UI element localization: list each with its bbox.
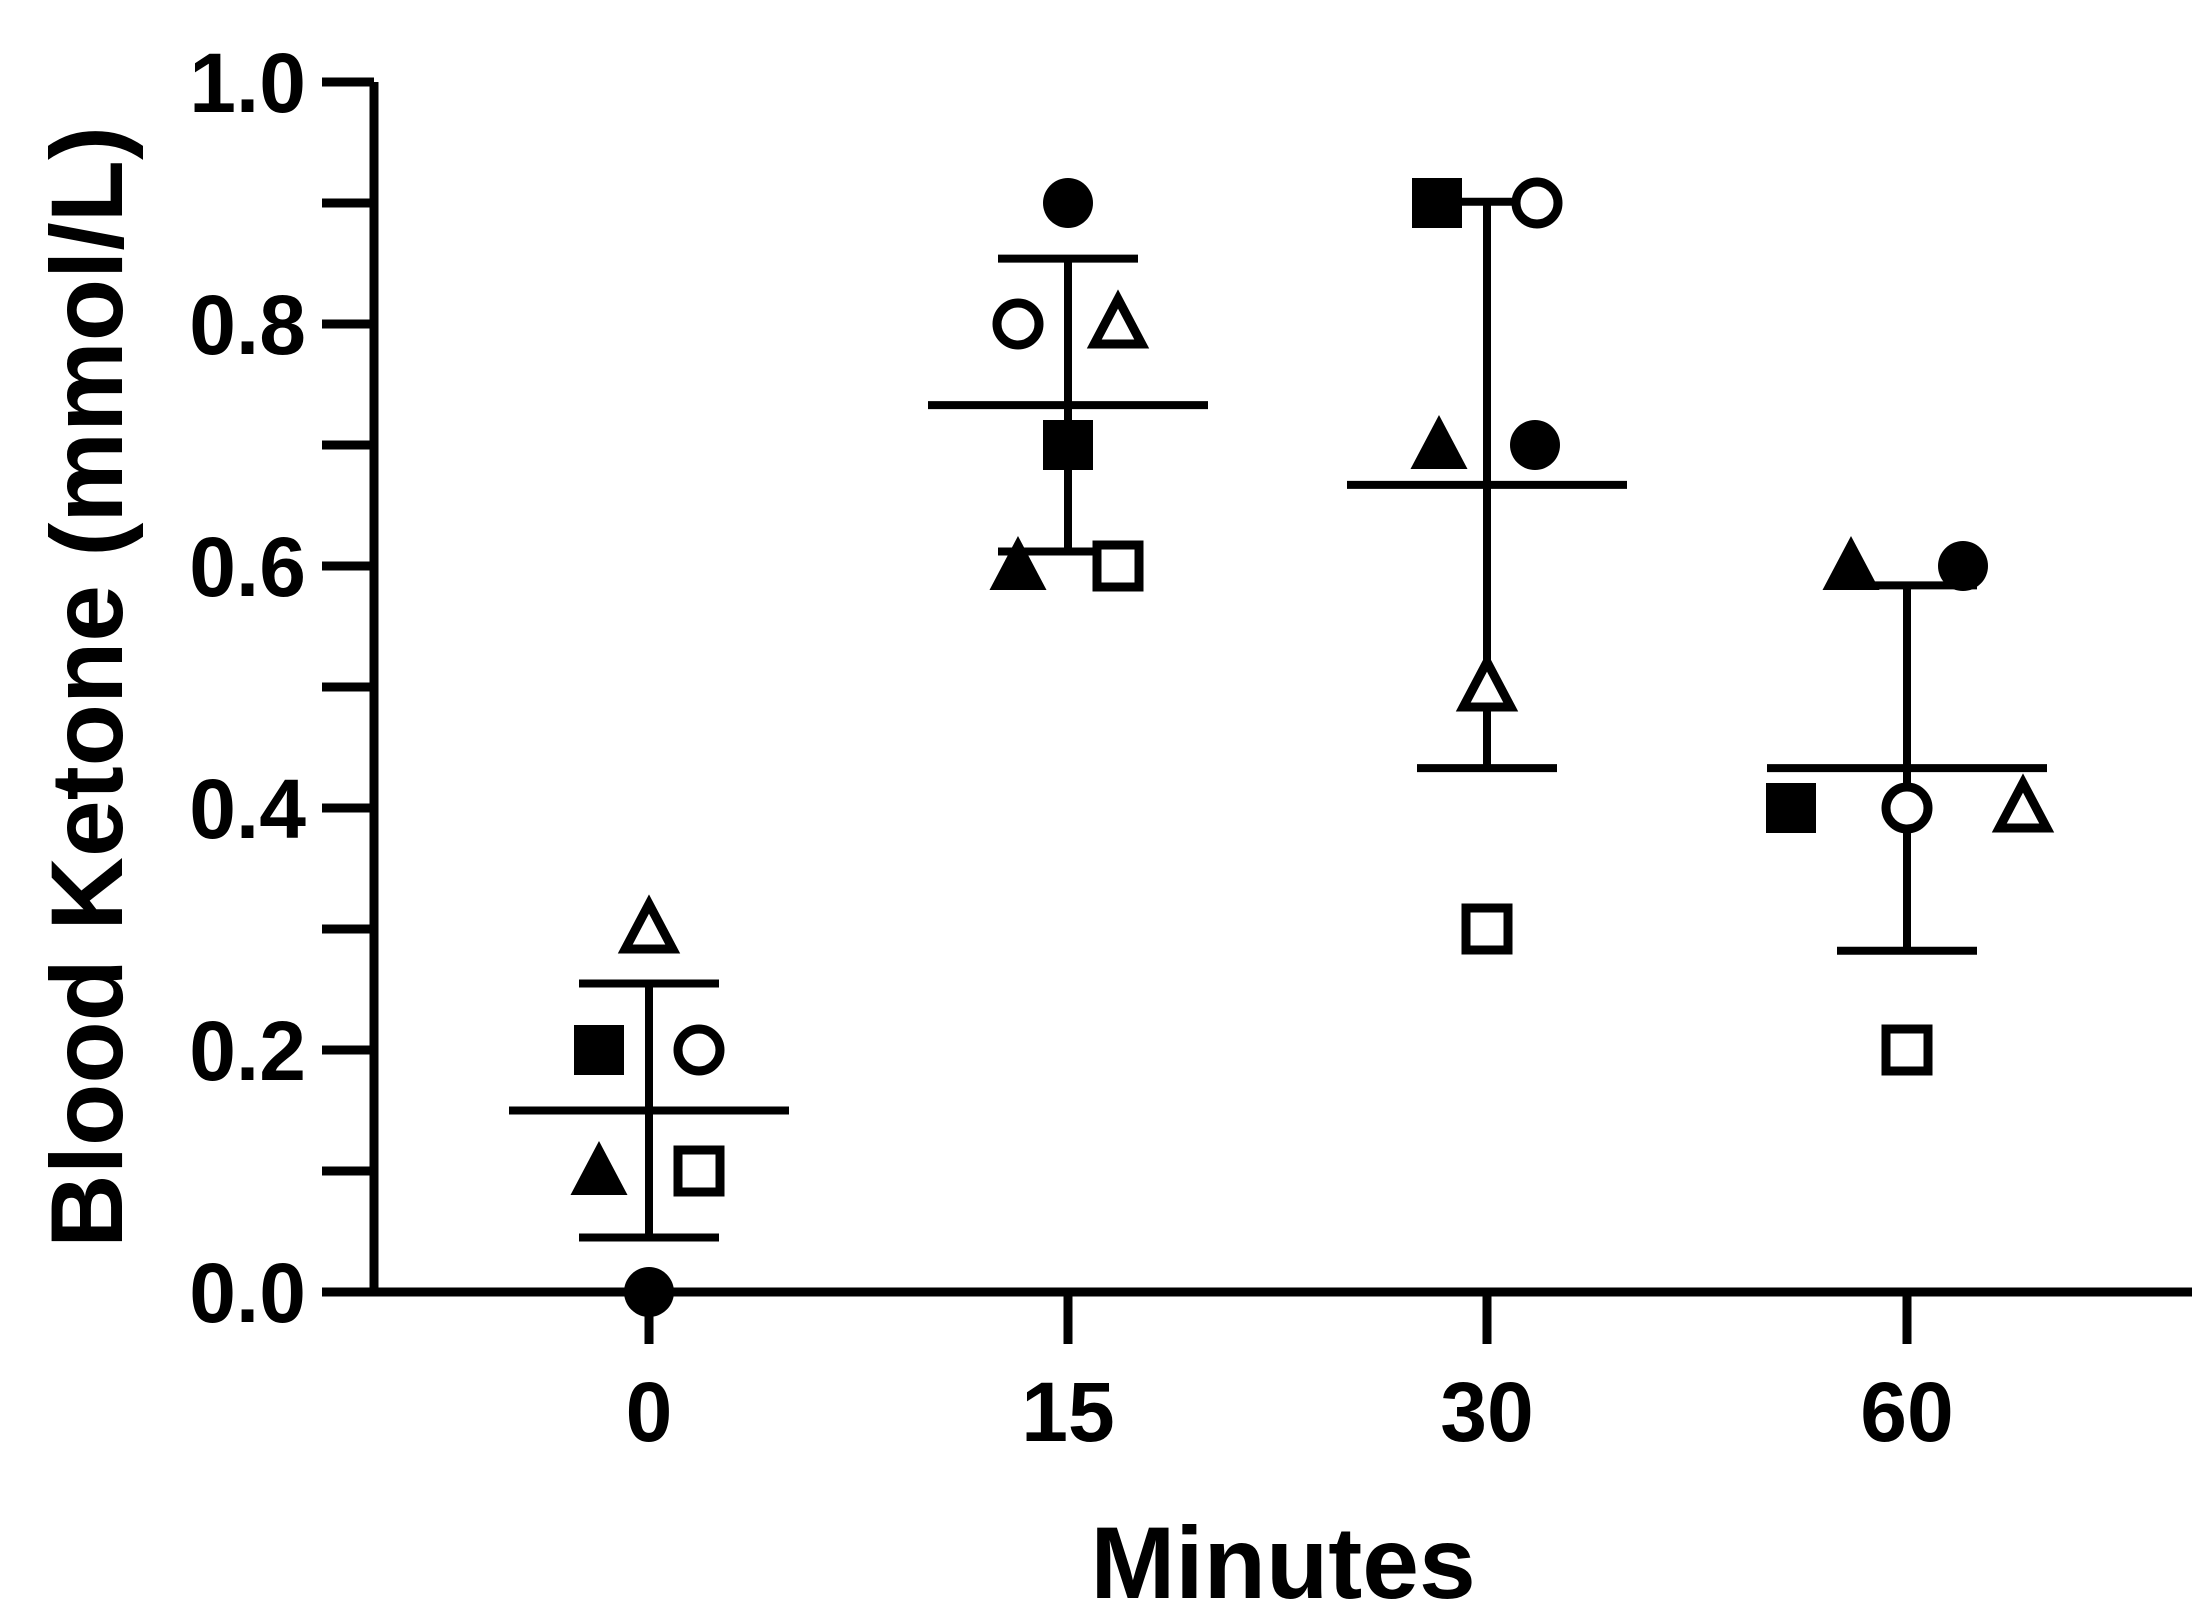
data-point-filled-triangle xyxy=(989,536,1047,590)
data-point-filled-square xyxy=(1766,783,1816,833)
y-tick-label: 0.6 xyxy=(189,520,306,614)
data-point-filled-triangle xyxy=(570,1141,628,1195)
x-tick-label: 60 xyxy=(1860,1365,1953,1459)
data-point-filled-square xyxy=(1043,420,1093,470)
data-point-open-triangle xyxy=(1455,652,1519,712)
data-point-open-square xyxy=(673,1145,725,1197)
data-point-filled-circle xyxy=(1510,420,1560,470)
data-point-open-square xyxy=(1461,903,1513,955)
data-point-open-square xyxy=(1092,540,1144,592)
data-point-open-triangle xyxy=(1086,289,1150,349)
data-point-open-circle xyxy=(673,1024,725,1076)
data-point-open-triangle xyxy=(617,894,681,954)
data-point-open-square xyxy=(1881,1024,1933,1076)
data-point-filled-square xyxy=(1412,178,1462,228)
data-point-open-circle xyxy=(1881,782,1933,834)
x-tick-label: 0 xyxy=(626,1365,673,1459)
y-tick-label: 0.0 xyxy=(189,1246,306,1340)
data-point-filled-square xyxy=(574,1025,624,1075)
x-tick-label: 15 xyxy=(1021,1365,1114,1459)
data-point-open-triangle xyxy=(1991,773,2055,833)
data-point-open-circle xyxy=(1511,177,1563,229)
y-tick-label: 0.8 xyxy=(189,278,306,372)
x-axis-ticks: 0 15 30 60 xyxy=(626,1292,1954,1459)
x-axis-title: Minutes xyxy=(1090,1506,1475,1619)
y-tick-label: 0.2 xyxy=(189,1004,306,1098)
plot-marks xyxy=(509,177,2055,1317)
y-tick-label: 1.0 xyxy=(189,36,306,130)
data-point-filled-circle xyxy=(1043,178,1093,228)
y-axis-ticks: 0.0 0.2 0.4 0.6 0.8 1.0 xyxy=(189,36,374,1340)
data-point-filled-triangle xyxy=(1410,415,1468,469)
x-tick-label: 30 xyxy=(1440,1365,1533,1459)
y-axis-title: Blood Ketone (mmol/L) xyxy=(30,126,144,1248)
data-point-filled-triangle xyxy=(1822,536,1880,590)
data-point-filled-circle xyxy=(1938,541,1988,591)
y-tick-label: 0.4 xyxy=(189,762,306,856)
data-point-open-circle xyxy=(992,298,1044,350)
